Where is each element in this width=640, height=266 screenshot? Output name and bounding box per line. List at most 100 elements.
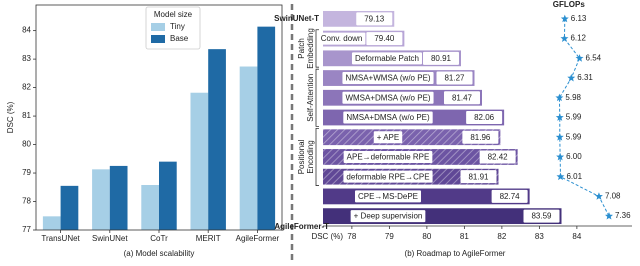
group-label: Patch	[297, 38, 306, 58]
category-label-box	[343, 170, 433, 183]
gflops-label: 5.98	[565, 93, 581, 102]
value-label: 80.91	[431, 54, 452, 63]
category-label: SwinUNet-T	[274, 14, 319, 23]
y-tick-label: 80	[22, 140, 31, 149]
value-label: 82.74	[500, 192, 521, 201]
x-tick-label: 83	[535, 232, 544, 241]
caption: (b) Roadmap to AgileFormer	[405, 249, 506, 258]
gflops-label: 6.12	[570, 34, 586, 43]
value-label: 81.47	[452, 93, 473, 102]
category-label-box	[342, 72, 434, 85]
bar	[208, 49, 226, 230]
gflops-marker	[556, 172, 565, 181]
value-label-box	[466, 111, 503, 124]
legend-title: Model size	[154, 10, 193, 19]
category-label: + Deep supervision	[354, 212, 423, 221]
group-label: Encoding	[306, 140, 315, 173]
gflops-marker	[555, 93, 564, 102]
legend-label: Tiny	[170, 22, 185, 31]
bar	[92, 169, 110, 230]
category-label-box	[351, 52, 422, 65]
bar	[42, 216, 61, 230]
category-label-box	[342, 91, 434, 104]
legend-swatch	[151, 23, 165, 31]
gflops-label: 6.01	[566, 172, 582, 181]
category-label: WMSA+DMSA (w/o PE)	[345, 93, 430, 102]
gflops-label: 5.99	[566, 113, 582, 122]
x-tick-label: SwinUNet	[92, 234, 128, 243]
bar	[257, 26, 276, 230]
gflops-label: 7.36	[615, 211, 631, 220]
x-tick-label: CoTr	[150, 234, 168, 243]
value-label-box	[479, 150, 516, 164]
bar	[190, 92, 209, 230]
category-label: APE→deformable RPE	[347, 153, 430, 162]
gflops-label: 6.13	[571, 14, 587, 23]
group-label: Positional	[297, 139, 306, 174]
x-tick-label: AgileFormer	[236, 234, 280, 243]
category-label-box	[343, 150, 433, 163]
value-label-box	[444, 91, 480, 105]
category-label: + APE	[377, 133, 399, 142]
y-tick-label: 83	[22, 54, 31, 63]
x-tick-label: 78	[347, 232, 356, 241]
bar	[109, 165, 128, 230]
gflops-label: 6.54	[586, 53, 602, 62]
category-label: deformable RPE→CPE	[346, 172, 429, 181]
category-label-box	[317, 32, 366, 45]
x-tick-label: 84	[572, 232, 581, 241]
x-tick-label: MERIT	[196, 234, 221, 243]
value-label-box	[436, 71, 473, 85]
value-label-box	[523, 209, 560, 223]
bar	[159, 161, 177, 230]
group-label: Embedding	[306, 28, 315, 68]
x-tick-label: 81	[460, 232, 469, 241]
gflops-label: 7.08	[605, 192, 621, 201]
group-label: Self-Attention	[306, 74, 315, 122]
gflops-marker	[605, 211, 613, 220]
group-bracket	[315, 68, 319, 127]
y-tick-label: 81	[22, 111, 31, 120]
bar	[60, 185, 79, 230]
annotation: AgileFormer-T	[274, 222, 329, 231]
y-axis-label: DSC (%)	[6, 101, 15, 133]
gflops-label: 5.99	[566, 132, 582, 141]
bar	[141, 185, 159, 230]
legend-label: Base	[170, 34, 189, 43]
category-label: NMSA+DMSA (w/o PE)	[346, 113, 430, 122]
value-label: 81.96	[470, 133, 491, 142]
gflops-line	[558, 18, 610, 217]
value-label-box	[356, 12, 393, 26]
value-label-box	[462, 130, 499, 144]
value-label-box	[491, 189, 528, 203]
category-label-box	[354, 190, 422, 203]
x-tick-label: 80	[422, 232, 431, 241]
gflops-marker	[594, 192, 603, 200]
legend-swatch	[151, 35, 165, 43]
category-label: NMSA+WMSA (w/o PE)	[345, 74, 430, 83]
x-axis-label: DSC (%)	[311, 232, 343, 241]
y-tick-label: 82	[22, 83, 31, 92]
value-label: 79.40	[374, 34, 395, 43]
gflops-marker	[575, 54, 584, 62]
value-label: 82.06	[474, 113, 495, 122]
value-label: 81.91	[468, 172, 489, 181]
group-bracket	[315, 29, 319, 68]
y-tick-label: 77	[22, 225, 31, 234]
y-tick-label: 79	[22, 168, 31, 177]
category-label: Conv. down	[321, 34, 363, 43]
category-label-box	[343, 111, 433, 124]
plot-frame	[35, 4, 283, 231]
category-label: Deformable Patch	[355, 54, 419, 63]
gflops-label: 6.00	[566, 152, 582, 161]
gflops-marker	[556, 152, 565, 161]
category-label: CPE→MS-DePE	[358, 192, 418, 201]
value-label: 79.13	[364, 14, 385, 23]
value-label: 81.27	[444, 74, 465, 83]
gflops-title: GFLOPs	[553, 0, 586, 9]
y-tick-label: 78	[22, 197, 31, 206]
y-tick-label: 84	[22, 26, 31, 35]
gflops-label: 6.31	[577, 73, 593, 82]
value-label-box	[423, 51, 459, 65]
